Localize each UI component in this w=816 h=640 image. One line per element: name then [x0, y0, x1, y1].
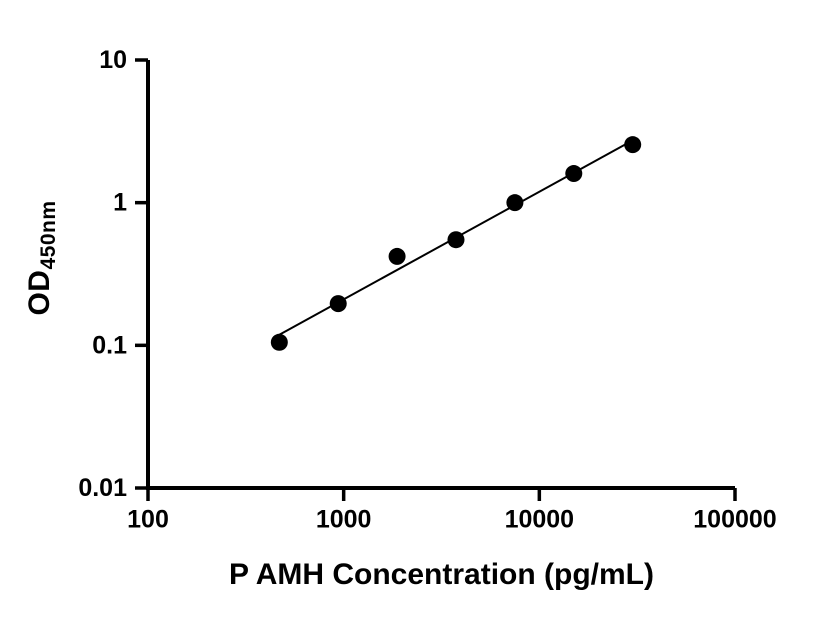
y-tick-label: 0.1 — [92, 331, 127, 359]
data-point — [447, 231, 465, 249]
y-tick-label: 10 — [99, 46, 127, 74]
y-tick-label: 1 — [113, 189, 127, 217]
y-axis-title-subscript: 450nm — [37, 200, 60, 270]
x-tick-label: 1000 — [316, 506, 372, 534]
axis-lines — [146, 60, 735, 490]
data-point — [565, 165, 583, 183]
data-point — [388, 247, 406, 265]
data-point — [624, 136, 642, 154]
y-axis-title-main: OD — [23, 269, 56, 316]
x-axis-title: P AMH Concentration (pg/mL) — [229, 558, 654, 591]
x-tick-label: 100 — [127, 506, 169, 534]
x-tick-label: 10000 — [505, 506, 575, 534]
data-point — [329, 295, 347, 313]
data-point — [270, 333, 288, 351]
x-tick-label: 100000 — [693, 506, 776, 534]
y-tick-label: 0.01 — [78, 474, 127, 502]
data-point — [506, 194, 524, 212]
y-axis-title: OD450nm — [23, 200, 61, 315]
